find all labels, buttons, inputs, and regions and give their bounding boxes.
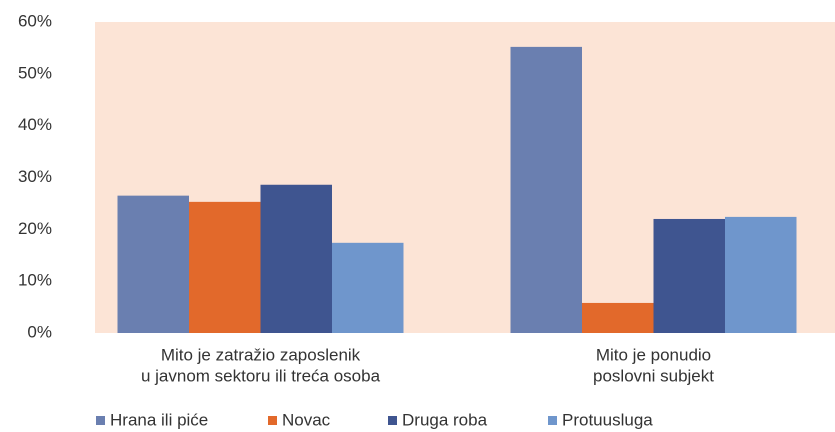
y-tick-label: 60%	[18, 11, 52, 30]
legend-label: Druga roba	[402, 410, 488, 429]
x-tick-label: Mito je ponudio	[596, 345, 711, 364]
legend-label: Protuusluga	[562, 410, 653, 429]
bar	[582, 302, 654, 333]
bar	[260, 184, 332, 333]
x-tick-label: Mito je zatražio zaposlenik	[161, 345, 361, 364]
bar	[510, 46, 582, 333]
legend-label: Hrana ili piće	[110, 410, 208, 429]
legend-label: Novac	[282, 410, 331, 429]
x-tick-label: poslovni subjekt	[593, 366, 714, 385]
legend-swatch	[548, 416, 557, 425]
x-tick-label: u javnom sektoru ili treća osoba	[141, 366, 381, 385]
legend-swatch	[96, 416, 105, 425]
y-tick-label: 50%	[18, 63, 52, 82]
bar	[653, 218, 725, 333]
y-tick-label: 40%	[18, 115, 52, 134]
legend-swatch	[388, 416, 397, 425]
legend-swatch	[268, 416, 277, 425]
y-tick-label: 10%	[18, 271, 52, 290]
bar	[332, 242, 404, 333]
y-tick-label: 0%	[27, 322, 52, 341]
y-tick-label: 30%	[18, 167, 52, 186]
bar	[117, 195, 189, 333]
bar	[725, 216, 797, 333]
bar	[189, 201, 261, 333]
y-tick-label: 20%	[18, 219, 52, 238]
